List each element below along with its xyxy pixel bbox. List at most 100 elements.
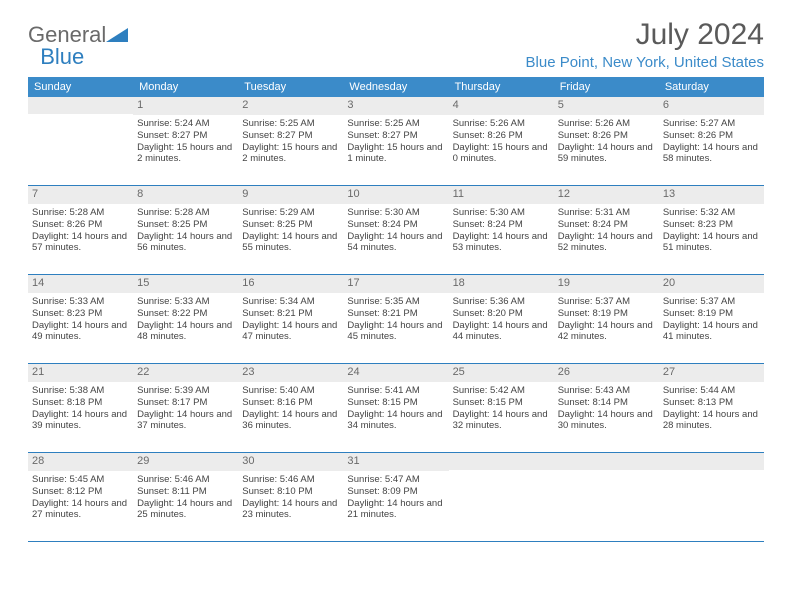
sunrise-line: Sunrise: 5:46 AM xyxy=(242,474,339,486)
logo-word2: Blue xyxy=(28,44,84,69)
day-cell: 15Sunrise: 5:33 AMSunset: 8:22 PMDayligh… xyxy=(133,275,238,363)
day-number: 9 xyxy=(238,186,343,204)
sunrise-line: Sunrise: 5:42 AM xyxy=(453,385,550,397)
sunset-line: Sunset: 8:13 PM xyxy=(663,397,760,409)
day-number: 21 xyxy=(28,364,133,382)
day-of-week-header: Friday xyxy=(554,77,659,97)
daylight-line: Daylight: 14 hours and 21 minutes. xyxy=(347,498,444,522)
day-number-blank xyxy=(449,453,554,470)
day-of-week-header: Tuesday xyxy=(238,77,343,97)
daylight-line: Daylight: 15 hours and 2 minutes. xyxy=(137,142,234,166)
sunrise-line: Sunrise: 5:28 AM xyxy=(32,207,129,219)
daylight-line: Daylight: 14 hours and 34 minutes. xyxy=(347,409,444,433)
day-number: 15 xyxy=(133,275,238,293)
daylight-line: Daylight: 14 hours and 52 minutes. xyxy=(558,231,655,255)
day-cell: 31Sunrise: 5:47 AMSunset: 8:09 PMDayligh… xyxy=(343,453,448,541)
day-cell: 16Sunrise: 5:34 AMSunset: 8:21 PMDayligh… xyxy=(238,275,343,363)
day-number: 11 xyxy=(449,186,554,204)
day-number: 1 xyxy=(133,97,238,115)
day-cell: 18Sunrise: 5:36 AMSunset: 8:20 PMDayligh… xyxy=(449,275,554,363)
day-number: 19 xyxy=(554,275,659,293)
sunset-line: Sunset: 8:27 PM xyxy=(347,130,444,142)
day-number: 27 xyxy=(659,364,764,382)
day-number: 25 xyxy=(449,364,554,382)
day-cell: 24Sunrise: 5:41 AMSunset: 8:15 PMDayligh… xyxy=(343,364,448,452)
day-cell: 12Sunrise: 5:31 AMSunset: 8:24 PMDayligh… xyxy=(554,186,659,274)
day-number: 20 xyxy=(659,275,764,293)
day-number: 17 xyxy=(343,275,448,293)
daylight-line: Daylight: 14 hours and 44 minutes. xyxy=(453,320,550,344)
day-cell: 22Sunrise: 5:39 AMSunset: 8:17 PMDayligh… xyxy=(133,364,238,452)
sunset-line: Sunset: 8:15 PM xyxy=(453,397,550,409)
day-number: 22 xyxy=(133,364,238,382)
sunrise-line: Sunrise: 5:39 AM xyxy=(137,385,234,397)
sunset-line: Sunset: 8:15 PM xyxy=(347,397,444,409)
day-of-week-header: Sunday xyxy=(28,77,133,97)
day-cell: 9Sunrise: 5:29 AMSunset: 8:25 PMDaylight… xyxy=(238,186,343,274)
day-cell: 4Sunrise: 5:26 AMSunset: 8:26 PMDaylight… xyxy=(449,97,554,185)
day-cell: 10Sunrise: 5:30 AMSunset: 8:24 PMDayligh… xyxy=(343,186,448,274)
daylight-line: Daylight: 14 hours and 45 minutes. xyxy=(347,320,444,344)
week-row: 28Sunrise: 5:45 AMSunset: 8:12 PMDayligh… xyxy=(28,453,764,542)
day-number-blank xyxy=(659,453,764,470)
daylight-line: Daylight: 14 hours and 57 minutes. xyxy=(32,231,129,255)
sunset-line: Sunset: 8:10 PM xyxy=(242,486,339,498)
daylight-line: Daylight: 14 hours and 56 minutes. xyxy=(137,231,234,255)
sunrise-line: Sunrise: 5:46 AM xyxy=(137,474,234,486)
sunset-line: Sunset: 8:26 PM xyxy=(663,130,760,142)
sunset-line: Sunset: 8:09 PM xyxy=(347,486,444,498)
daylight-line: Daylight: 14 hours and 47 minutes. xyxy=(242,320,339,344)
sunrise-line: Sunrise: 5:47 AM xyxy=(347,474,444,486)
sunrise-line: Sunrise: 5:26 AM xyxy=(558,118,655,130)
week-row: 14Sunrise: 5:33 AMSunset: 8:23 PMDayligh… xyxy=(28,275,764,364)
sunrise-line: Sunrise: 5:26 AM xyxy=(453,118,550,130)
sunset-line: Sunset: 8:17 PM xyxy=(137,397,234,409)
sunrise-line: Sunrise: 5:37 AM xyxy=(558,296,655,308)
logo-triangle-icon xyxy=(106,24,128,46)
day-number-blank xyxy=(554,453,659,470)
sunrise-line: Sunrise: 5:40 AM xyxy=(242,385,339,397)
sunrise-line: Sunrise: 5:33 AM xyxy=(137,296,234,308)
day-of-week-header: Wednesday xyxy=(343,77,448,97)
weeks-container: 1Sunrise: 5:24 AMSunset: 8:27 PMDaylight… xyxy=(28,97,764,542)
sunrise-line: Sunrise: 5:32 AM xyxy=(663,207,760,219)
day-number: 30 xyxy=(238,453,343,471)
day-cell: 6Sunrise: 5:27 AMSunset: 8:26 PMDaylight… xyxy=(659,97,764,185)
day-cell: 30Sunrise: 5:46 AMSunset: 8:10 PMDayligh… xyxy=(238,453,343,541)
day-cell: 19Sunrise: 5:37 AMSunset: 8:19 PMDayligh… xyxy=(554,275,659,363)
day-number: 13 xyxy=(659,186,764,204)
day-number: 29 xyxy=(133,453,238,471)
sunset-line: Sunset: 8:25 PM xyxy=(242,219,339,231)
week-row: 7Sunrise: 5:28 AMSunset: 8:26 PMDaylight… xyxy=(28,186,764,275)
sunset-line: Sunset: 8:11 PM xyxy=(137,486,234,498)
daylight-line: Daylight: 15 hours and 2 minutes. xyxy=(242,142,339,166)
sunrise-line: Sunrise: 5:28 AM xyxy=(137,207,234,219)
daylight-line: Daylight: 14 hours and 28 minutes. xyxy=(663,409,760,433)
sunset-line: Sunset: 8:19 PM xyxy=(663,308,760,320)
sunrise-line: Sunrise: 5:25 AM xyxy=(347,118,444,130)
day-of-week-header: Thursday xyxy=(449,77,554,97)
sunrise-line: Sunrise: 5:37 AM xyxy=(663,296,760,308)
sunrise-line: Sunrise: 5:31 AM xyxy=(558,207,655,219)
day-cell xyxy=(28,97,133,185)
sunset-line: Sunset: 8:27 PM xyxy=(242,130,339,142)
sunrise-line: Sunrise: 5:45 AM xyxy=(32,474,129,486)
sunset-line: Sunset: 8:24 PM xyxy=(453,219,550,231)
sunrise-line: Sunrise: 5:30 AM xyxy=(347,207,444,219)
week-row: 1Sunrise: 5:24 AMSunset: 8:27 PMDaylight… xyxy=(28,97,764,186)
day-cell: 21Sunrise: 5:38 AMSunset: 8:18 PMDayligh… xyxy=(28,364,133,452)
day-cell: 29Sunrise: 5:46 AMSunset: 8:11 PMDayligh… xyxy=(133,453,238,541)
sunset-line: Sunset: 8:23 PM xyxy=(32,308,129,320)
day-cell: 1 Sunrise: 5:24 AMSunset: 8:27 PMDaylight… xyxy=(133,97,238,185)
sunrise-line: Sunrise: 5:24 AM xyxy=(137,118,234,130)
sunset-line: Sunset: 8:26 PM xyxy=(558,130,655,142)
sunset-line: Sunset: 8:27 PM xyxy=(137,130,234,142)
logo: General Blue xyxy=(28,18,128,68)
day-number: 26 xyxy=(554,364,659,382)
sunset-line: Sunset: 8:19 PM xyxy=(558,308,655,320)
title-block: July 2024 Blue Point, New York, United S… xyxy=(526,18,764,71)
calendar: SundayMondayTuesdayWednesdayThursdayFrid… xyxy=(28,77,764,542)
day-number: 6 xyxy=(659,97,764,115)
day-number: 24 xyxy=(343,364,448,382)
day-number: 12 xyxy=(554,186,659,204)
